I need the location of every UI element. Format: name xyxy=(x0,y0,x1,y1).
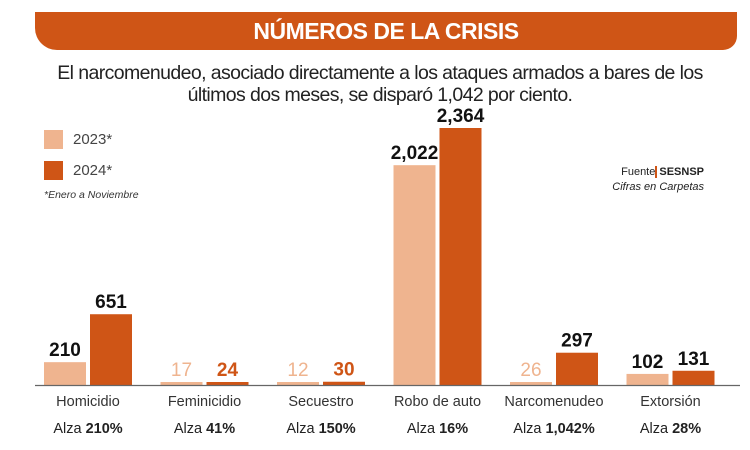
increase-label: Alza 210% xyxy=(53,421,122,437)
source-detail: Cifras en Carpetas xyxy=(612,181,704,193)
bar-2023 xyxy=(277,382,319,385)
increase-label: Alza 150% xyxy=(286,421,355,437)
category-label: Narcomenudeo xyxy=(504,394,603,410)
legend-item-2024: 2024* xyxy=(44,157,112,183)
legend-label-2024: 2024* xyxy=(73,161,113,179)
data-label: 651 xyxy=(95,292,127,313)
data-label: 2,364 xyxy=(437,106,485,127)
bar-2023 xyxy=(626,373,669,385)
category-label: Homicidio xyxy=(56,394,120,410)
bar-2024 xyxy=(206,382,249,385)
data-label: 12 xyxy=(287,360,308,381)
bar-2024 xyxy=(323,381,365,385)
increase-label: Alza 28% xyxy=(640,421,701,437)
data-label: 297 xyxy=(561,331,593,352)
category-label: Robo de auto xyxy=(394,394,481,410)
source-name: SESNSP xyxy=(655,166,704,178)
data-label: 102 xyxy=(632,352,664,373)
legend-swatch-2023 xyxy=(44,129,63,149)
bar-2024 xyxy=(90,314,132,385)
legend-item-2023: 2023* xyxy=(44,126,112,152)
bar-2024 xyxy=(439,128,482,385)
data-label: 210 xyxy=(49,340,81,361)
data-label: 2,022 xyxy=(391,143,439,164)
source: Fuente SESNSP Cifras en Carpetas xyxy=(600,165,704,195)
bar-2023 xyxy=(44,362,86,385)
bar-2024 xyxy=(672,370,715,385)
data-label: 26 xyxy=(520,360,541,381)
increase-label: Alza 1,042% xyxy=(513,421,595,437)
legend-label-2023: 2023* xyxy=(73,130,113,148)
increase-label: Alza 16% xyxy=(407,421,468,437)
category-label: Secuestro xyxy=(288,394,353,410)
data-label: 24 xyxy=(217,360,239,381)
footnote: *Enero a Noviembre xyxy=(44,189,139,201)
increase-label: Alza 41% xyxy=(174,421,235,437)
data-label: 30 xyxy=(333,360,354,381)
data-label: 131 xyxy=(678,349,710,370)
subtitle: El narcomenudeo, asociado directamente a… xyxy=(57,62,703,106)
bar-2023 xyxy=(393,165,436,385)
title-banner: NÚMEROS DE LA CRISIS xyxy=(35,12,737,50)
legend: 2023* 2024* xyxy=(44,126,112,188)
source-label: Fuente xyxy=(621,166,656,178)
data-label: 17 xyxy=(171,360,192,381)
bar-2023 xyxy=(160,382,203,385)
bar-2024 xyxy=(556,352,598,385)
legend-swatch-2024 xyxy=(44,160,63,180)
category-label: Feminicidio xyxy=(168,394,241,410)
page-title: NÚMEROS DE LA CRISIS xyxy=(253,18,519,44)
bar-2023 xyxy=(510,382,552,385)
category-label: Extorsión xyxy=(640,394,700,410)
